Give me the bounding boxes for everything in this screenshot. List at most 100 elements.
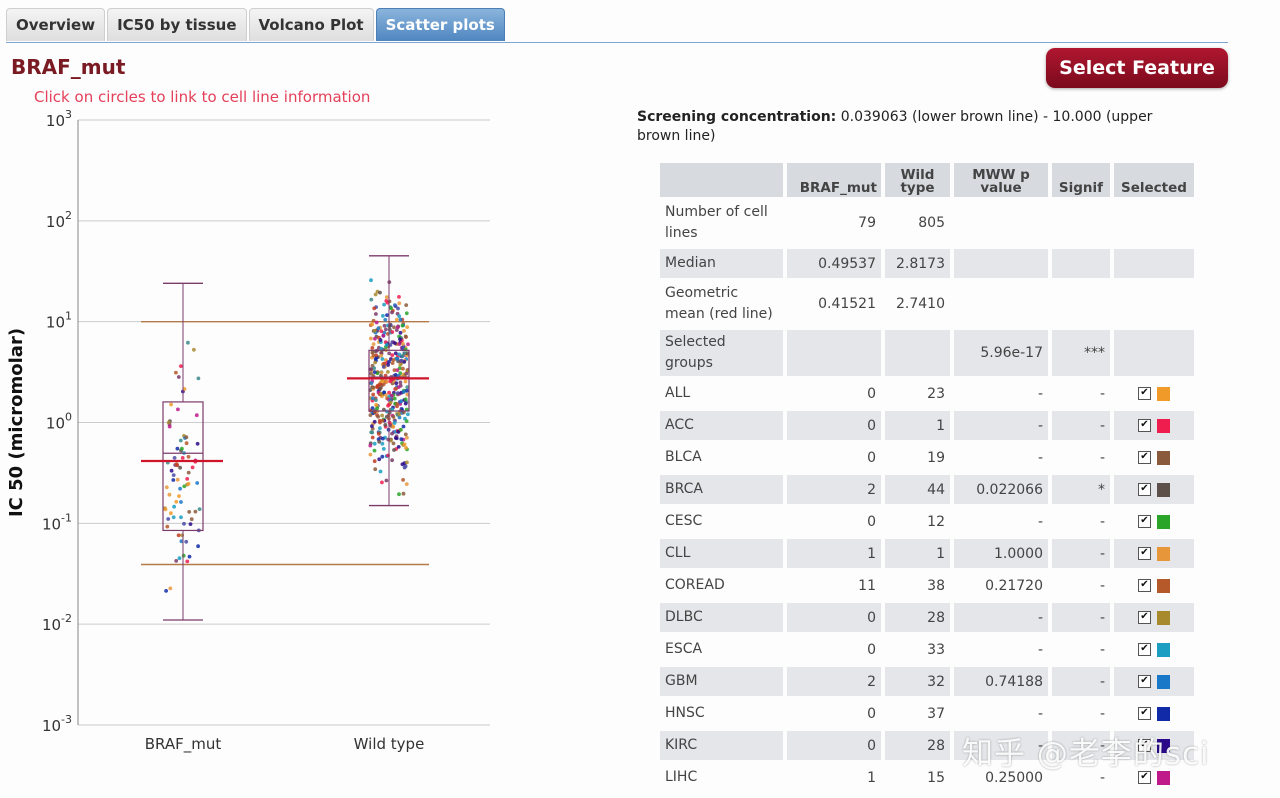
data-point — [371, 318, 376, 323]
tissue-row: ALL 0 23 - - ✔ — [660, 379, 1194, 408]
data-point — [368, 452, 373, 457]
tab-volcano-plot[interactable]: Volcano Plot — [248, 8, 374, 41]
data-point — [384, 343, 389, 347]
tissue-label: KIRC — [660, 731, 783, 760]
tissue-checkbox[interactable]: ✔ — [1138, 451, 1151, 464]
data-point — [373, 336, 377, 341]
tissue-color-swatch — [1157, 418, 1170, 433]
tick-exponent: -2 — [61, 612, 72, 625]
data-point — [193, 509, 198, 514]
data-point — [378, 338, 383, 342]
data-point — [371, 385, 376, 390]
tissue-checkbox[interactable]: ✔ — [1138, 483, 1151, 496]
data-point — [404, 388, 409, 393]
data-point — [395, 325, 400, 330]
summary-row: Geometric mean (red line) 0.41521 2.7410 — [660, 281, 1194, 327]
data-point — [390, 393, 394, 398]
data-point — [393, 304, 398, 309]
data-point — [394, 386, 398, 391]
tissue-checkbox[interactable]: ✔ — [1138, 419, 1151, 432]
tissue-row: HNSC 0 37 - - ✔ — [660, 699, 1194, 728]
tick-exponent: 0 — [65, 411, 72, 424]
data-point — [370, 435, 375, 440]
data-point — [384, 327, 388, 332]
data-point — [406, 412, 410, 417]
data-point — [402, 465, 407, 470]
tissue-checkbox[interactable]: ✔ — [1138, 771, 1151, 784]
data-point — [406, 342, 410, 347]
selected-cell: ✔ — [1114, 379, 1194, 408]
y-tick-label: 10-2 — [42, 612, 72, 634]
tissue-checkbox[interactable]: ✔ — [1138, 579, 1151, 592]
signif-value: - — [1099, 641, 1105, 658]
signif-value — [1052, 200, 1110, 246]
data-point — [397, 295, 401, 299]
header-empty — [660, 163, 783, 197]
tick-base: 10 — [46, 112, 65, 130]
data-point — [186, 481, 191, 486]
data-point — [171, 478, 176, 482]
data-point — [179, 364, 183, 368]
tissue-checkbox[interactable]: ✔ — [1138, 611, 1151, 624]
data-point — [394, 381, 399, 386]
tick-base: 10 — [46, 213, 65, 231]
braf-value: 0.49537 — [787, 249, 881, 278]
tab-overview[interactable]: Overview — [6, 8, 106, 41]
p-value: - — [1037, 385, 1043, 402]
data-point — [405, 392, 410, 397]
data-point — [373, 467, 378, 472]
signif-value: - — [1099, 449, 1105, 466]
watermark: 知乎 @老李的sci — [962, 736, 1210, 772]
data-point — [390, 330, 395, 334]
data-point — [376, 432, 381, 436]
data-point — [175, 463, 180, 468]
data-point — [399, 358, 404, 363]
tissue-checkbox[interactable]: ✔ — [1138, 547, 1151, 560]
tick-exponent: 3 — [65, 108, 72, 121]
data-point — [372, 370, 377, 374]
tissue-checkbox[interactable]: ✔ — [1138, 739, 1151, 752]
data-point — [369, 430, 374, 435]
tissue-color-swatch — [1157, 386, 1170, 401]
data-point — [174, 499, 179, 504]
tissue-color-swatch — [1157, 770, 1170, 785]
tissue-checkbox[interactable]: ✔ — [1138, 707, 1151, 720]
data-point — [167, 492, 172, 497]
data-point — [383, 317, 388, 322]
data-point — [395, 368, 400, 373]
data-point — [372, 328, 377, 333]
braf-count: 1 — [787, 539, 881, 568]
tissue-checkbox[interactable]: ✔ — [1138, 675, 1151, 688]
data-point — [404, 446, 408, 450]
data-point — [399, 437, 404, 442]
data-point — [392, 448, 396, 452]
tissue-checkbox[interactable]: ✔ — [1138, 387, 1151, 400]
tab-ic50-by-tissue[interactable]: IC50 by tissue — [107, 8, 247, 41]
tissue-label: ESCA — [665, 641, 703, 657]
data-point — [184, 435, 189, 440]
data-point — [164, 485, 169, 490]
p-value — [954, 200, 1048, 246]
data-point — [386, 403, 390, 408]
data-point — [370, 322, 375, 327]
braf-value: 0.41521 — [818, 296, 876, 312]
signif-value: - — [1052, 539, 1110, 568]
tab-scatter-plots[interactable]: Scatter plots — [375, 8, 505, 41]
row-label: Selected groups — [660, 330, 783, 376]
data-point — [181, 553, 186, 558]
braf-count: 0 — [867, 385, 876, 402]
data-point — [381, 365, 386, 369]
braf-count: 0 — [867, 705, 876, 722]
selected-cell: ✔ — [1114, 667, 1194, 696]
tissue-checkbox[interactable]: ✔ — [1138, 515, 1151, 528]
tissue-checkbox[interactable]: ✔ — [1138, 643, 1151, 656]
select-feature-button[interactable]: Select Feature — [1046, 48, 1228, 88]
data-point — [392, 325, 396, 330]
data-point — [396, 391, 400, 396]
data-point — [369, 297, 374, 302]
data-point — [400, 462, 405, 467]
data-point — [397, 352, 402, 357]
data-point — [391, 441, 396, 446]
data-point — [179, 515, 183, 520]
